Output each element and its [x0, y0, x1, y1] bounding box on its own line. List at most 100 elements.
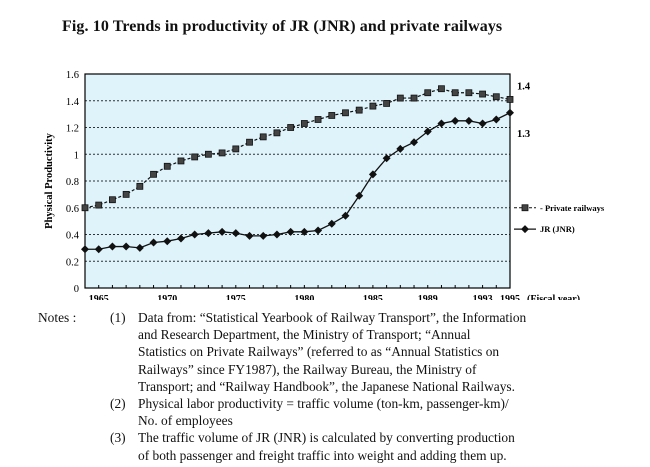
jr-point [314, 226, 323, 235]
private-railways-point [150, 170, 157, 178]
jr-point [451, 116, 460, 125]
jr-point [135, 243, 144, 252]
jr-point [108, 242, 117, 251]
jr-point [478, 119, 487, 128]
y-tick-label: 1 [74, 150, 79, 161]
y-tick-label: 1.2 [66, 124, 79, 135]
y-tick-label: 0.2 [66, 257, 79, 268]
legend-label-private-railways: - Private railways [540, 203, 605, 213]
jr-point [410, 138, 419, 147]
figure-title: Fig. 10 Trends in productivity of JR (JN… [62, 18, 503, 35]
jr-point [94, 245, 103, 254]
note-line: Data from: “Statistical Yearbook of Rail… [138, 310, 527, 325]
y-tick-label: 0.6 [66, 204, 79, 215]
note-line: No. of employees [138, 413, 233, 429]
jr-point [176, 234, 185, 243]
note-item: (1) Data from: “Statistical Yearbook of R… [110, 309, 638, 395]
jr-point [437, 119, 446, 128]
note-line: Railways” since FY1987), the Railway Bur… [138, 361, 477, 377]
note-text: Data from: “Statistical Yearbook of Rail… [138, 309, 638, 395]
jr-point [272, 230, 281, 239]
private-railways-point [438, 85, 445, 93]
private-railways-point [396, 94, 404, 102]
x-tick-label: 1995 [500, 294, 520, 300]
jr-point [218, 227, 227, 236]
legend-marker-private-railways [521, 204, 529, 212]
note-line: Transport; and “Railway Handbook”, the J… [138, 378, 515, 394]
private-railways-point [163, 162, 171, 170]
note-line: Physical labor productivity = traffic vo… [138, 396, 509, 412]
private-railways-point [287, 124, 295, 131]
plot-frame [84, 73, 511, 289]
notes-list: (1) Data from: “Statistical Yearbook of R… [110, 309, 638, 464]
note-item: (2) Physical labor productivity = traffic… [110, 395, 638, 429]
jr-point [163, 237, 172, 246]
notes-heading: Notes : [38, 310, 77, 325]
y-tick-label: 1.4 [66, 97, 80, 108]
private-railways-point [492, 93, 500, 101]
notes-section: Notes : (1) Data from: “Statistical Yearb… [38, 309, 638, 464]
jr-point [327, 219, 336, 228]
x-tick-label: 1993 [473, 294, 493, 300]
note-text: The traffic volume of JR (JNR) is calcul… [138, 429, 638, 463]
note-item: (3) The traffic volume of JR (JNR) is cal… [110, 429, 638, 463]
jr-point [204, 229, 213, 238]
y-axis-label: Physical Productivity [44, 132, 55, 229]
note-line: of both passenger and freight traffic in… [138, 447, 507, 463]
right-axis-label: 1.4 [517, 81, 531, 92]
jr-point [300, 227, 309, 236]
productivity-chart: 0 0.2 0.4 0.6 0.8 1 1.2 1.4 1.6 1965 1970 1975 1980 1… [44, 70, 605, 300]
note-line: The traffic volume of JR (JNR) is calcul… [138, 430, 515, 446]
x-tick-label: 1975 [226, 294, 246, 300]
private-railways-point [479, 90, 486, 98]
jr-point [423, 127, 432, 136]
note-text: Physical labor productivity = traffic vo… [138, 395, 638, 429]
private-railways-point [218, 149, 226, 157]
y-tick-label: 1.6 [66, 70, 79, 81]
jr-point [341, 211, 350, 220]
y-tick-label: 0.4 [66, 231, 80, 242]
note-line: Statistics on Private Railways” (referre… [138, 344, 500, 360]
legend-marker-jr [521, 225, 529, 234]
jr-point [382, 154, 391, 163]
private-railways-point [232, 145, 240, 153]
private-railways-point [177, 157, 185, 165]
private-railways-point [355, 106, 363, 114]
private-railways-point [410, 94, 418, 102]
private-railways-point [122, 190, 130, 198]
jr-point [122, 242, 131, 251]
private-railways-point [81, 204, 89, 212]
y-tick-label: 0.8 [66, 177, 79, 188]
jr-point [464, 116, 473, 125]
private-railways-point [273, 129, 281, 137]
private-railways-point [204, 150, 212, 158]
y-tick-label: 0 [74, 284, 79, 295]
note-number: (2) [110, 396, 126, 412]
private-railways-point [95, 201, 103, 209]
jr-point [286, 227, 295, 236]
x-tick-label: 1980 [294, 294, 314, 300]
private-railways-point [136, 182, 144, 190]
private-railways-point [451, 89, 459, 97]
note-line: and Research Department, the Ministry of… [138, 327, 471, 343]
right-axis-label: 1.3 [517, 129, 530, 140]
private-railways-point [424, 89, 432, 97]
jr-point [81, 245, 89, 254]
private-railways-point [300, 120, 308, 127]
private-railways-point [246, 138, 253, 146]
jr-point [149, 238, 158, 247]
x-tick-label: 1970 [157, 294, 177, 300]
private-railways-point [191, 153, 199, 161]
jr-point [396, 144, 405, 153]
x-tick-label: 1965 [89, 294, 109, 300]
jr-point [355, 191, 364, 200]
jr-point [506, 108, 514, 117]
jr-point [259, 231, 268, 240]
x-axis-label: (Fiscal year) [527, 294, 580, 300]
private-railways-point [314, 116, 322, 123]
legend-label-jr: JR (JNR) [540, 224, 575, 234]
private-railways-point [506, 96, 514, 103]
jr-point [231, 229, 240, 238]
note-number: (3) [110, 430, 126, 446]
private-railways-point [259, 133, 267, 141]
